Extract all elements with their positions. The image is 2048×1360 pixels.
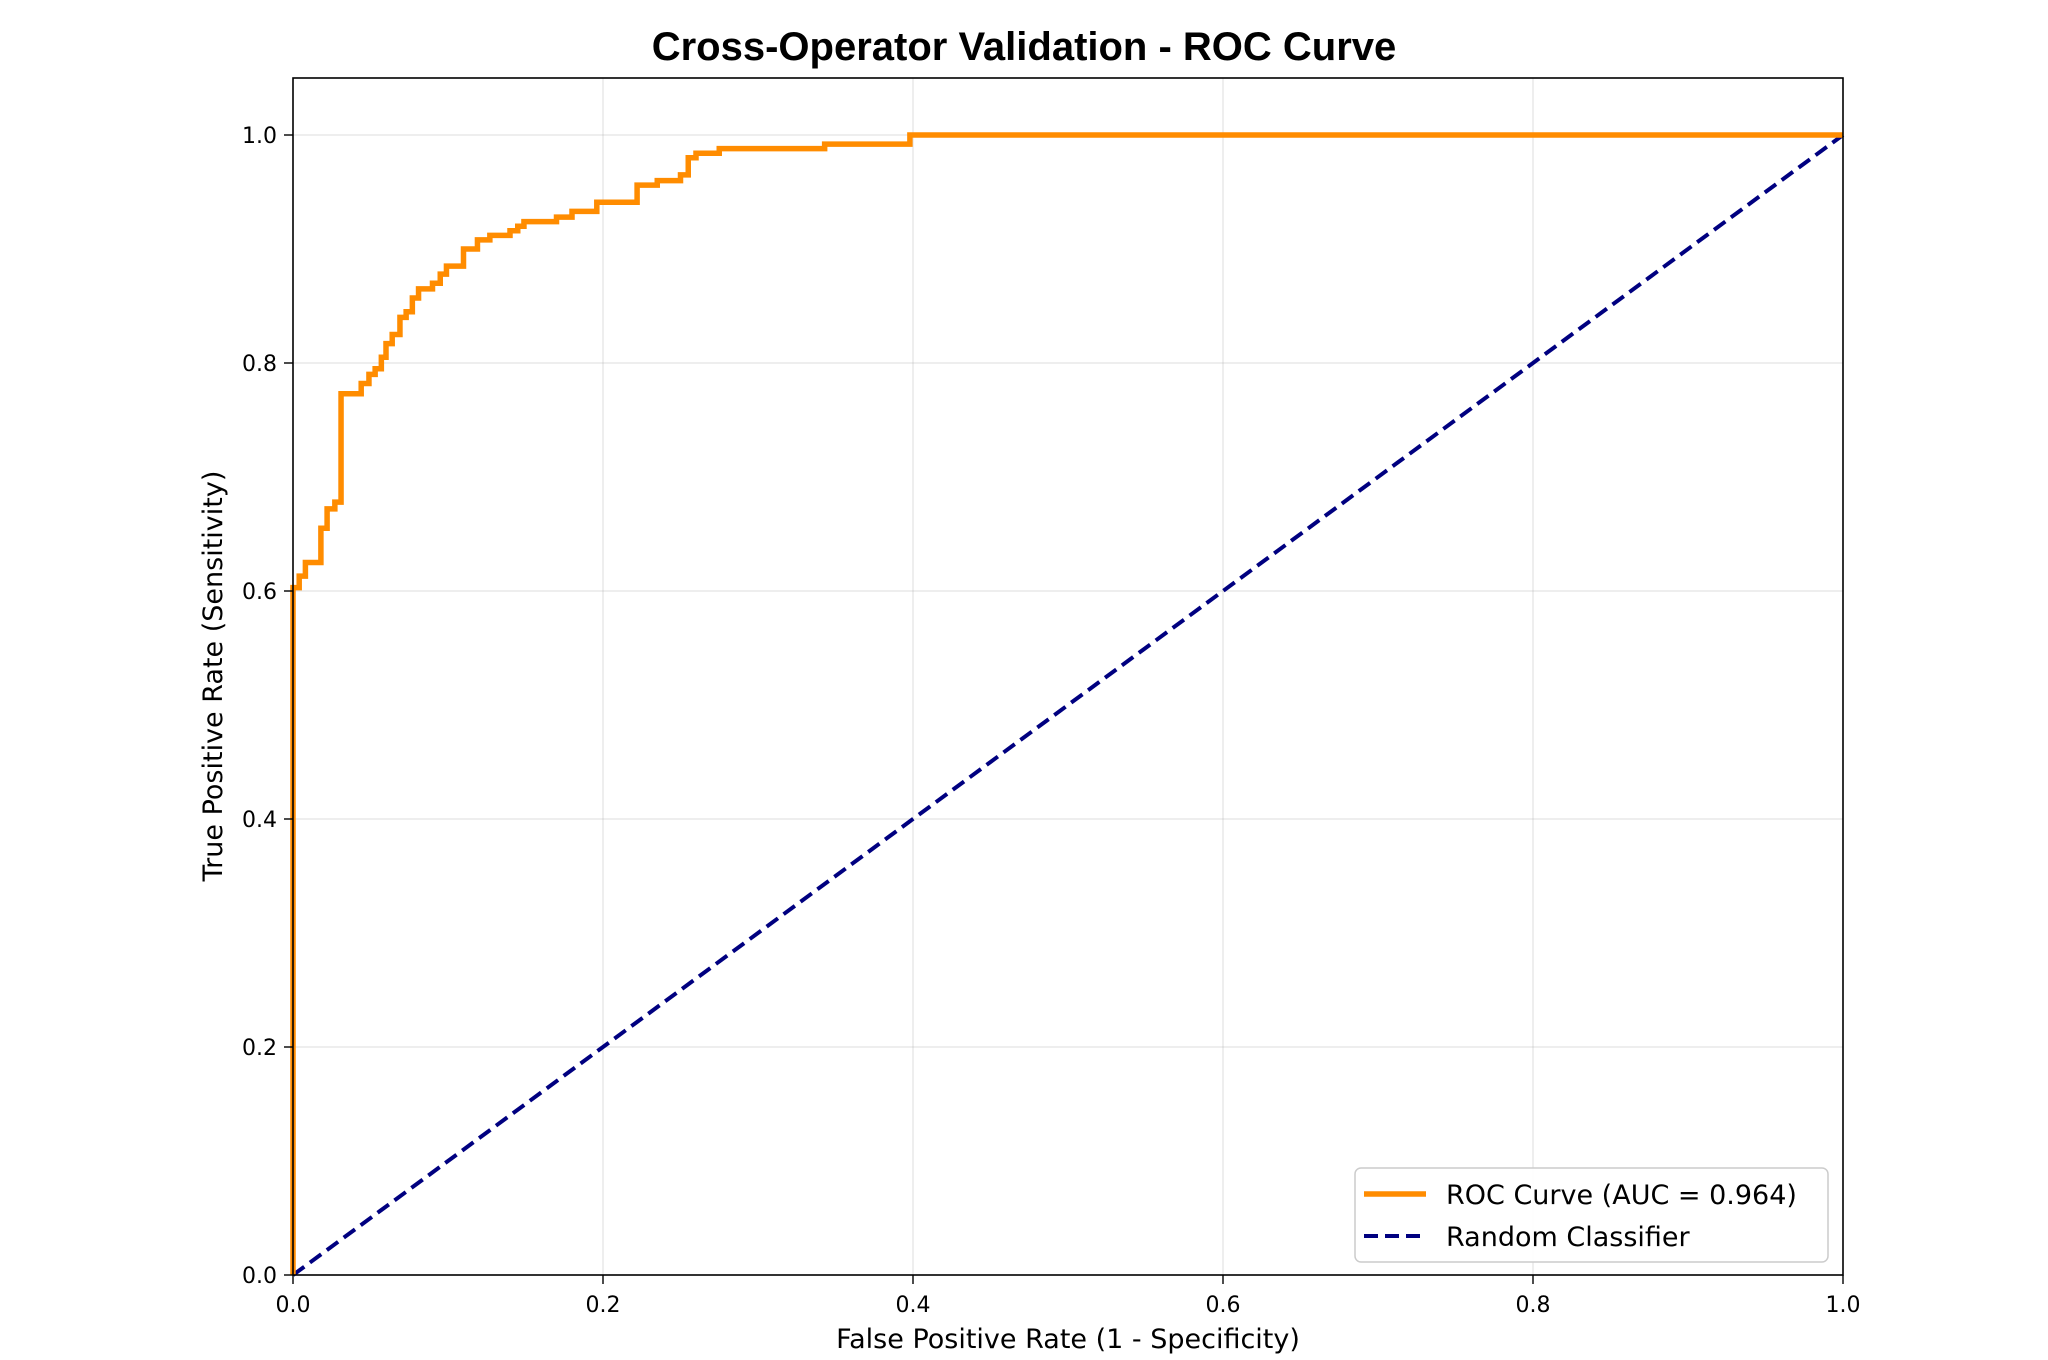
y-tick-label: 0.6 <box>242 580 277 605</box>
legend-label-random: Random Classifier <box>1446 1222 1691 1253</box>
y-tick-label: 0.0 <box>242 1264 277 1289</box>
random-classifier-line <box>291 133 1845 1277</box>
x-axis-label: False Positive Rate (1 - Specificity) <box>836 1324 1300 1355</box>
x-tick-label: 0.2 <box>586 1293 621 1318</box>
y-tick-label: 0.8 <box>242 352 277 377</box>
roc-curve-line <box>290 132 1843 1275</box>
plot-frame <box>292 77 1844 1276</box>
y-axis-label: True Positive Rate (Sensitivity) <box>198 471 229 883</box>
chart-title: Cross-Operator Validation - ROC Curve <box>652 25 1397 69</box>
legend-box <box>1354 1167 1829 1263</box>
x-tick-label: 0.8 <box>1516 1293 1551 1318</box>
axis-ticks: 0.0 0.2 0.4 0.6 0.8 1.0 0.0 0.2 0.4 0.6 0.8 1.0 <box>242 124 1861 1318</box>
x-tick-label: 0.6 <box>1206 1293 1241 1318</box>
y-tick-label: 0.4 <box>242 808 277 833</box>
legend-label-roc: ROC Curve (AUC = 0.964) <box>1446 1180 1797 1211</box>
x-tick-label: 0.0 <box>276 1293 311 1318</box>
x-tick-label: 0.4 <box>896 1293 931 1318</box>
series-layer <box>290 132 1845 1277</box>
y-tick-label: 1.0 <box>242 124 277 149</box>
y-tick-label: 0.2 <box>242 1036 277 1061</box>
x-tick-label: 1.0 <box>1826 1293 1861 1318</box>
legend: ROC Curve (AUC = 0.964) Random Classifie… <box>1354 1167 1829 1263</box>
